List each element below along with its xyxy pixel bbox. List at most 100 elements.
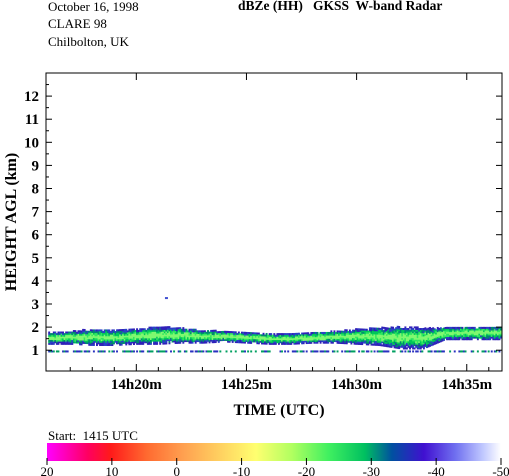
reflectivity-cell (338, 330, 341, 333)
reflectivity-cell (142, 341, 145, 344)
reflectivity-cell (395, 333, 398, 336)
reflectivity-cell (131, 328, 134, 331)
reflectivity-cell (196, 333, 199, 336)
reflectivity-cell (191, 328, 194, 331)
reflectivity-cell (378, 329, 381, 332)
reflectivity-cell (372, 330, 374, 333)
reflectivity-cell (250, 335, 253, 338)
reflectivity-cell (196, 335, 199, 338)
reflectivity-cell (387, 335, 390, 338)
reflectivity-cell (330, 340, 333, 343)
reflectivity-cell (350, 337, 353, 340)
reflectivity-cell (484, 326, 487, 329)
reflectivity-cell (358, 339, 361, 342)
reflectivity-cell (194, 335, 197, 338)
reflectivity-cell (268, 342, 271, 345)
reflectivity-cell (430, 334, 433, 337)
reflectivity-cell (89, 343, 92, 346)
reflectivity-cell (435, 338, 438, 341)
reflectivity-cell (171, 338, 174, 341)
reflectivity-cell (356, 331, 359, 334)
reflectivity-cell (413, 331, 416, 334)
reflectivity-cell (188, 333, 191, 336)
reflectivity-cell (197, 340, 200, 343)
reflectivity-cell (156, 334, 159, 337)
reflectivity-cell (310, 350, 313, 353)
reflectivity-cell (495, 338, 498, 341)
reflectivity-cell (350, 342, 353, 345)
reflectivity-cell (102, 332, 105, 335)
reflectivity-cell (159, 326, 162, 329)
reflectivity-cell (402, 342, 405, 345)
reflectivity-cell (156, 329, 159, 332)
reflectivity-cell (65, 342, 68, 345)
reflectivity-cell (58, 341, 61, 344)
reflectivity-cell (484, 333, 487, 336)
reflectivity-cell (385, 332, 388, 335)
reflectivity-cell (407, 332, 410, 335)
reflectivity-cell (490, 330, 493, 333)
reflectivity-cell (498, 333, 501, 336)
reflectivity-cell (456, 330, 459, 333)
reflectivity-cell (447, 331, 450, 334)
reflectivity-cell (237, 331, 240, 334)
reflectivity-cell (256, 335, 259, 338)
reflectivity-cell (162, 332, 165, 335)
reflectivity-cell (197, 330, 200, 333)
reflectivity-cell (438, 339, 441, 342)
reflectivity-cell (287, 336, 290, 339)
reflectivity-cell (112, 331, 115, 334)
reflectivity-cell (436, 335, 439, 338)
reflectivity-cell (385, 328, 388, 331)
reflectivity-cell (265, 336, 268, 339)
reflectivity-cell (100, 342, 103, 345)
reflectivity-cell (183, 350, 186, 353)
reflectivity-cell (69, 333, 72, 336)
reflectivity-cell (489, 331, 492, 334)
reflectivity-cell (126, 341, 129, 344)
reflectivity-cell (441, 333, 444, 336)
reflectivity-cell (136, 333, 139, 336)
reflectivity-cell (242, 334, 245, 338)
reflectivity-cell (305, 340, 308, 343)
reflectivity-cell (205, 339, 208, 342)
reflectivity-cell (149, 337, 152, 340)
reflectivity-cell (117, 334, 120, 337)
reflectivity-cell (367, 350, 370, 353)
reflectivity-cell (345, 335, 348, 338)
reflectivity-cell (387, 330, 390, 333)
reflectivity-cell (153, 342, 156, 345)
reflectivity-cell (122, 333, 125, 336)
reflectivity-cell (361, 331, 364, 334)
reflectivity-cell (180, 336, 183, 339)
reflectivity-cell (188, 340, 191, 343)
reflectivity-cell (470, 333, 473, 336)
reflectivity-cell (418, 336, 421, 339)
reflectivity-cell (208, 350, 211, 353)
reflectivity-cell (139, 341, 142, 344)
reflectivity-cell (449, 333, 452, 336)
reflectivity-cell (171, 327, 174, 330)
reflectivity-cell (63, 336, 66, 339)
reflectivity-cell (157, 329, 160, 332)
reflectivity-cell (225, 350, 228, 353)
reflectivity-cell (205, 338, 208, 341)
reflectivity-cell (247, 333, 250, 336)
reflectivity-cell (66, 336, 69, 339)
reflectivity-cell (486, 330, 489, 333)
reflectivity-cell (146, 336, 149, 339)
reflectivity-cell (57, 350, 60, 353)
reflectivity-cell (133, 339, 135, 342)
reflectivity-cell (96, 337, 98, 340)
reflectivity-cell (486, 338, 489, 341)
reflectivity-cell (441, 350, 444, 353)
reflectivity-cell (156, 337, 159, 340)
reflectivity-cell (55, 334, 58, 337)
reflectivity-cell (452, 331, 455, 334)
reflectivity-cell (290, 334, 293, 337)
reflectivity-cell (129, 331, 132, 334)
reflectivity-cell (228, 334, 231, 337)
reflectivity-cell (256, 337, 259, 340)
reflectivity-cell (487, 326, 490, 329)
reflectivity-cell (105, 335, 108, 338)
